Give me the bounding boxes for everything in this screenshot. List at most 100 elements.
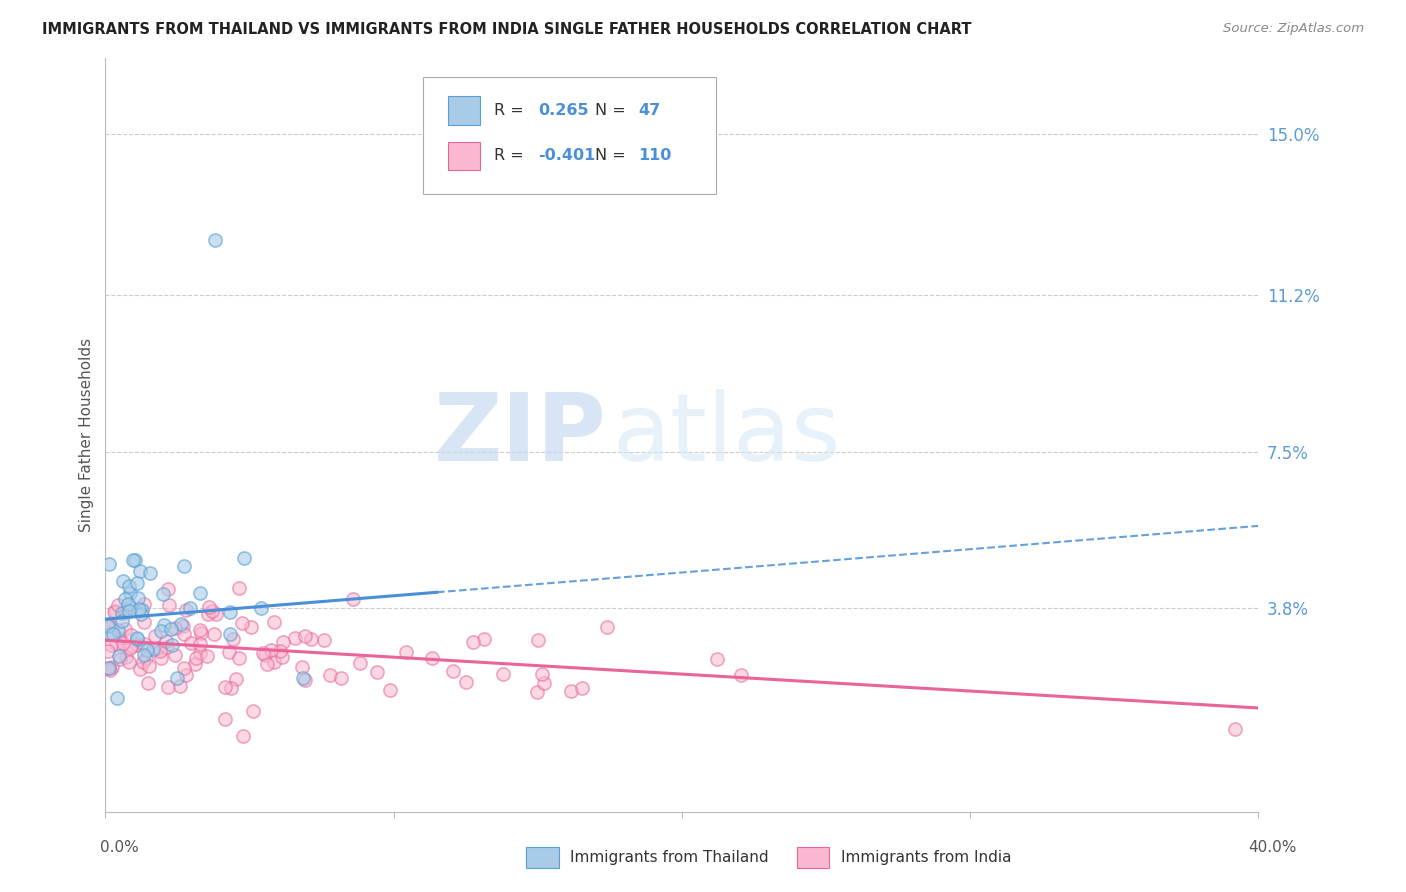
Point	[156, 640, 179, 654]
Point	[240, 620, 263, 634]
Point	[706, 652, 728, 666]
Point	[273, 635, 295, 649]
Point	[214, 712, 236, 726]
Point	[98, 557, 121, 571]
Point	[97, 644, 120, 658]
Point	[120, 640, 142, 655]
Point	[100, 619, 122, 633]
Point	[188, 638, 211, 652]
Point	[150, 650, 173, 665]
Point	[98, 661, 121, 675]
Point	[125, 632, 148, 647]
Point	[118, 599, 141, 614]
Point	[197, 607, 219, 621]
Point	[121, 640, 143, 654]
Point	[294, 673, 316, 688]
Point	[730, 668, 752, 682]
Point	[97, 619, 120, 633]
Point	[314, 633, 336, 648]
Point	[131, 607, 153, 621]
Text: 47: 47	[638, 103, 661, 119]
Point	[172, 619, 194, 633]
Point	[166, 671, 188, 685]
Bar	[797, 847, 830, 868]
Point	[132, 655, 155, 669]
Point	[225, 672, 247, 686]
Text: 0.265: 0.265	[538, 103, 589, 119]
Text: N =: N =	[596, 148, 631, 163]
Point	[127, 638, 149, 652]
Point	[120, 628, 142, 642]
Point	[560, 684, 582, 698]
Point	[366, 665, 388, 679]
Point	[118, 604, 141, 618]
Point	[160, 638, 183, 652]
Point	[242, 704, 264, 718]
Point	[97, 618, 120, 632]
Point	[284, 631, 307, 645]
Point	[188, 586, 211, 600]
Point	[112, 635, 135, 649]
Point	[270, 650, 292, 665]
Point	[184, 650, 207, 665]
Point	[170, 617, 193, 632]
Point	[98, 664, 121, 678]
Point	[107, 598, 129, 612]
Point	[108, 631, 131, 645]
Point	[349, 656, 371, 670]
Point	[198, 600, 221, 615]
Point	[132, 648, 155, 662]
Point	[104, 604, 127, 618]
Point	[527, 632, 550, 647]
Point	[134, 615, 156, 630]
Point	[190, 625, 212, 640]
Point	[125, 632, 148, 646]
Point	[571, 681, 593, 695]
Point	[129, 564, 152, 578]
Point	[202, 627, 225, 641]
Point	[173, 559, 195, 574]
Point	[111, 614, 134, 628]
Point	[105, 690, 128, 705]
Point	[124, 553, 146, 567]
Point	[120, 586, 142, 600]
Point	[128, 602, 150, 616]
Point	[205, 607, 228, 621]
Point	[472, 632, 495, 647]
Point	[219, 681, 242, 695]
Point	[526, 685, 548, 699]
Point	[218, 627, 240, 641]
Point	[530, 667, 553, 681]
Point	[254, 648, 277, 663]
Point	[117, 597, 139, 611]
Point	[183, 657, 205, 671]
Point	[138, 676, 160, 690]
Point	[155, 633, 177, 648]
Point	[143, 629, 166, 643]
Point	[98, 626, 121, 640]
Point	[174, 602, 197, 616]
Text: 110: 110	[638, 148, 672, 163]
Point	[269, 644, 291, 658]
Point	[219, 605, 242, 619]
Point	[104, 636, 127, 650]
Point	[163, 621, 186, 635]
Text: Immigrants from India: Immigrants from India	[841, 850, 1011, 865]
Point	[107, 623, 129, 637]
Y-axis label: Single Father Households: Single Father Households	[79, 338, 94, 532]
Point	[221, 632, 243, 647]
Point	[169, 679, 191, 693]
Point	[201, 603, 224, 617]
Point	[134, 637, 156, 651]
Point	[292, 672, 315, 686]
Point	[153, 617, 176, 632]
Point	[108, 652, 131, 666]
Point	[173, 661, 195, 675]
Point	[97, 661, 120, 675]
Point	[118, 579, 141, 593]
Bar	[449, 96, 481, 125]
Point	[114, 591, 136, 606]
Point	[157, 680, 180, 694]
Point	[294, 629, 316, 643]
Point	[173, 626, 195, 640]
